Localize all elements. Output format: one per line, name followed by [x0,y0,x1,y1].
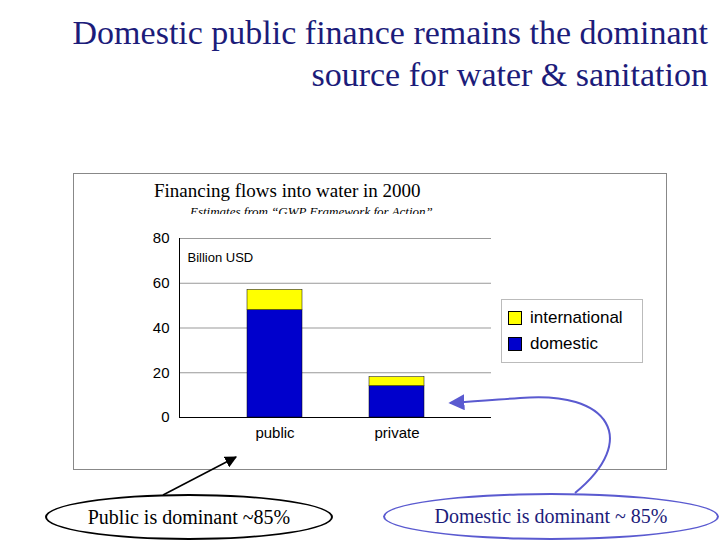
svg-text:0: 0 [161,408,169,425]
html-text:domestic: domestic [530,334,598,353]
html-text:Domestic public finance remain: Domestic public finance remains the domi… [72,14,708,93]
html-text:Domestic is dominant ~ 85%: Domestic is dominant ~ 85% [434,505,668,527]
svg-text:40: 40 [153,319,170,336]
svg-text:60: 60 [153,274,170,291]
svg-text:public: public [255,424,295,441]
html-text:Financing flows into water in: Financing flows into water in 2000 [154,180,421,201]
svg-text:Billion USD: Billion USD [188,250,254,265]
html-text:Estimates from “GWP Framework: Estimates from “GWP Framework for Action… [190,204,433,219]
svg-text:20: 20 [153,364,170,381]
html-text:Public is dominant ~85%: Public is dominant ~85% [87,505,291,528]
svg-text:80: 80 [153,229,170,246]
html-text:international: international [530,308,623,327]
svg-text:private: private [374,424,419,441]
